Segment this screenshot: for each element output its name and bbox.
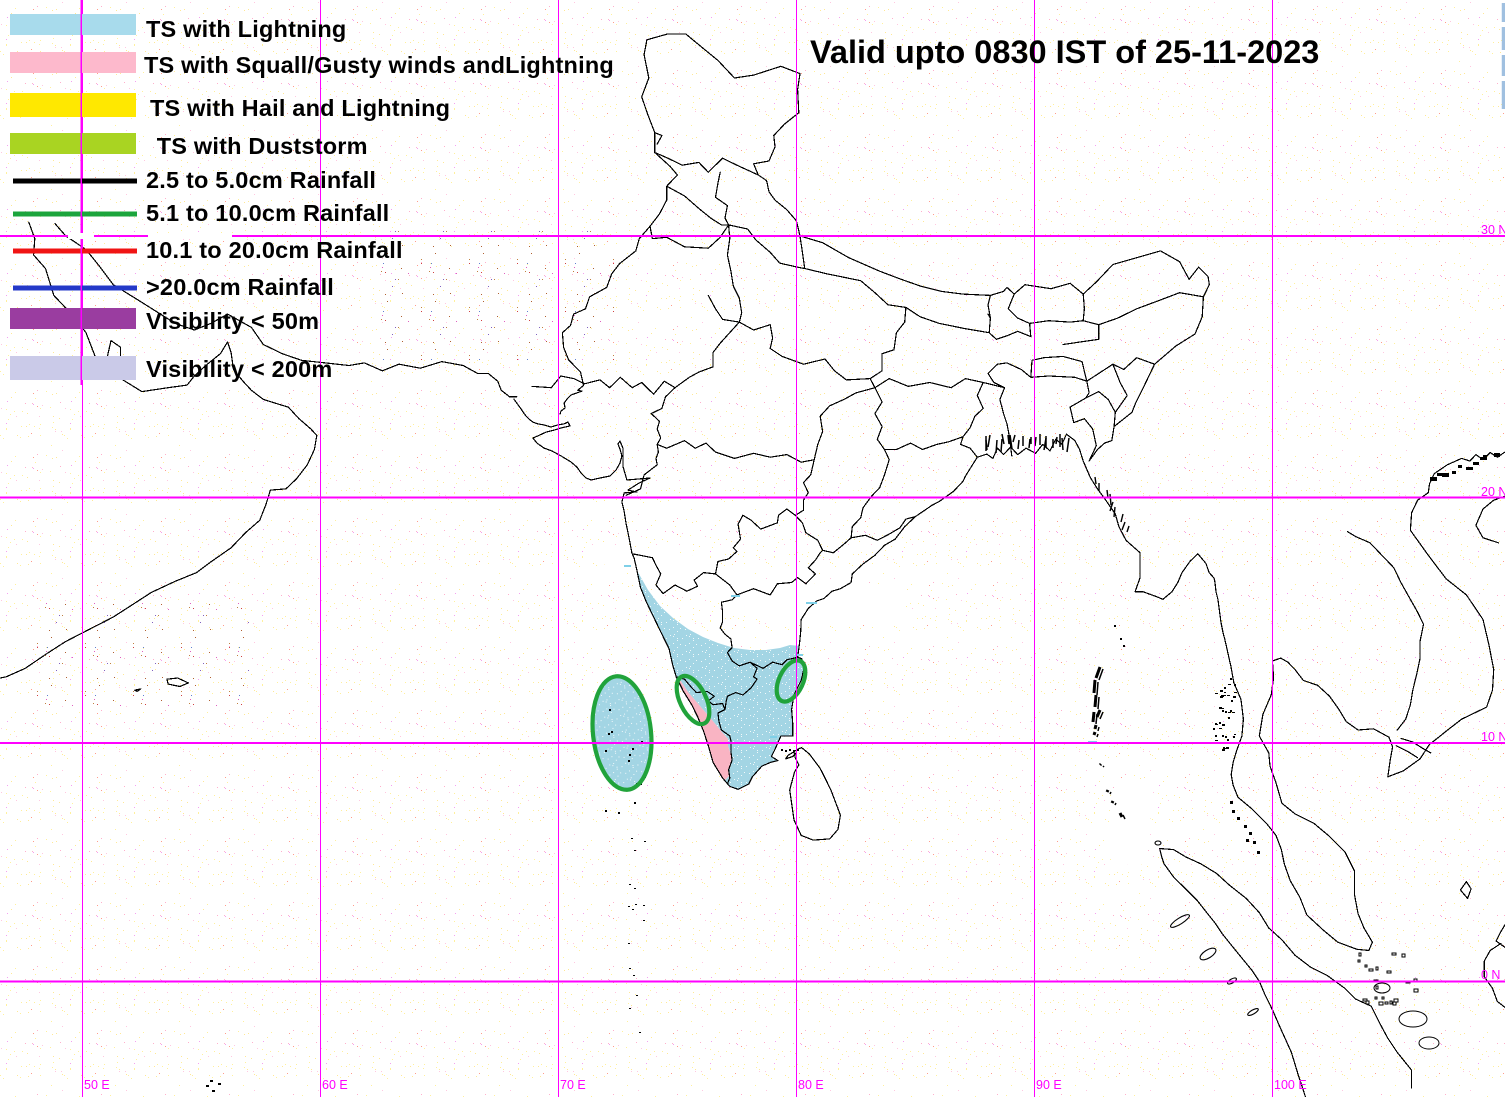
svg-text:30 N: 30 N xyxy=(1481,223,1505,237)
svg-text:Visibility < 50m: Visibility < 50m xyxy=(146,308,319,334)
svg-text:20 N: 20 N xyxy=(1481,485,1505,499)
svg-text:TS with Lightning: TS with Lightning xyxy=(146,16,347,42)
svg-text:2.5 to 5.0cm Rainfall: 2.5 to 5.0cm Rainfall xyxy=(146,167,376,193)
svg-text:10 N: 10 N xyxy=(1481,730,1505,744)
svg-text:Visibility < 200m: Visibility < 200m xyxy=(146,356,333,382)
svg-text:>20.0cm Rainfall: >20.0cm Rainfall xyxy=(146,274,334,300)
svg-text:80 E: 80 E xyxy=(798,1078,824,1092)
svg-text:Valid upto 0830 IST of 25-11-2: Valid upto 0830 IST of 25-11-2023 xyxy=(810,34,1319,70)
svg-text:TS with Duststorm: TS with Duststorm xyxy=(150,133,368,159)
svg-text:TS with Squall/Gusty winds and: TS with Squall/Gusty winds andLightning xyxy=(144,52,614,78)
svg-text:0 N: 0 N xyxy=(1481,968,1500,982)
svg-text:60 E: 60 E xyxy=(322,1078,348,1092)
svg-text:100 E: 100 E xyxy=(1274,1078,1307,1092)
svg-text:TS with Hail and Lightning: TS with Hail and Lightning xyxy=(150,95,450,121)
svg-text:90 E: 90 E xyxy=(1036,1078,1062,1092)
svg-text:50 E: 50 E xyxy=(84,1078,110,1092)
svg-text:70 E: 70 E xyxy=(560,1078,586,1092)
svg-text:10.1 to 20.0cm Rainfall: 10.1 to 20.0cm Rainfall xyxy=(146,237,403,263)
svg-text:5.1 to 10.0cm Rainfall: 5.1 to 10.0cm Rainfall xyxy=(146,200,389,226)
